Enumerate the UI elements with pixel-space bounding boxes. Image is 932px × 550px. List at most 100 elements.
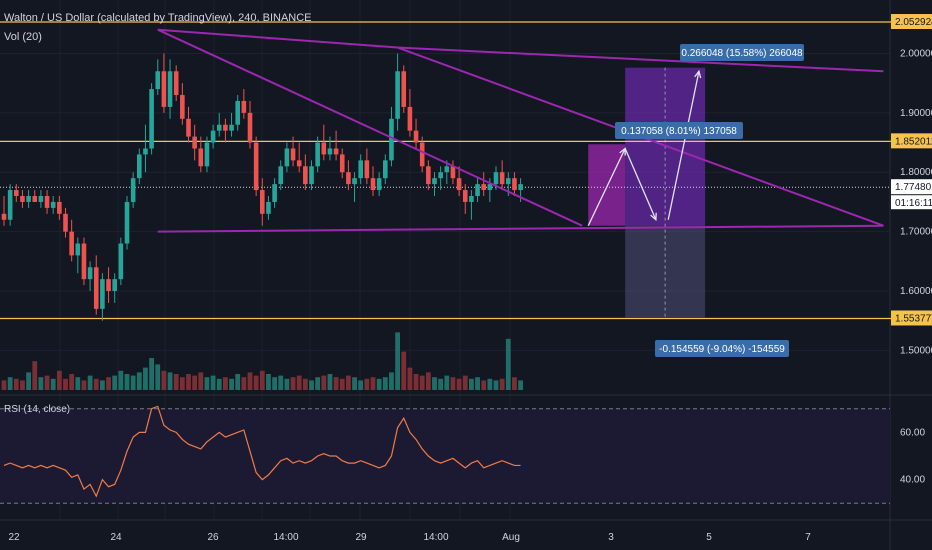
volume-bar [26, 372, 31, 390]
volume-bar [136, 372, 142, 390]
measure-label-stop: -0.154559 (-9.04%) -154559 [659, 344, 785, 355]
time-axis[interactable]: 22 24 26 14:00 29 14:00 Aug 3 5 7 [8, 532, 811, 543]
time-tick-label: 26 [207, 532, 219, 543]
candle-body [87, 267, 93, 280]
volume-bar [112, 375, 118, 390]
time-tick-label: 29 [355, 532, 367, 543]
volume-bar [462, 375, 468, 390]
measure-label-stop-bg [655, 340, 789, 357]
price-tick-label: 1.800000 [900, 167, 932, 178]
candle-body [229, 124, 234, 131]
candle-body [512, 178, 517, 191]
volume-bar [20, 380, 25, 390]
candle-body [469, 196, 474, 202]
volume-bar [155, 364, 161, 390]
last-price-badge [891, 179, 932, 195]
volume-bar [505, 338, 511, 390]
candle-body [216, 124, 222, 131]
volume-bar [382, 377, 388, 390]
volume-bar [192, 375, 198, 390]
volume-bar [44, 375, 50, 390]
price-axis[interactable]: 2.000000 1.900000 1.800000 1.700000 1.600000… [891, 14, 932, 486]
volume-bar [302, 378, 308, 390]
candle-body [149, 89, 154, 149]
volume-bar [407, 367, 413, 390]
candle-body [100, 279, 105, 309]
candle-body [352, 178, 357, 185]
forecast-arrows[interactable] [587, 69, 702, 226]
candle-body [81, 243, 87, 280]
volume-bar [179, 377, 185, 390]
price-tick-label: 1.500000 [900, 345, 932, 356]
candle-body [32, 196, 38, 202]
volume-bar [376, 378, 382, 390]
volume-bar [438, 378, 444, 390]
volume-bar [7, 377, 13, 390]
volume-bar [216, 378, 222, 390]
last-price-label: 1.774801 [895, 182, 932, 193]
candle-body [130, 178, 136, 202]
candle-body [124, 201, 130, 244]
time-tick-label: 24 [110, 532, 122, 543]
candle-body [112, 279, 117, 292]
candle-body [339, 154, 345, 173]
candle-body [346, 172, 351, 185]
candle-body [506, 178, 511, 185]
candle-body [413, 130, 419, 143]
candle-body [235, 100, 240, 125]
level-price-badge [891, 310, 932, 326]
trendline [157, 28, 398, 49]
candle-body [487, 184, 493, 191]
volume-bar [364, 378, 370, 390]
candle-body [143, 148, 148, 155]
measure-label-long: 0.266048 (15.58%) 266048 [681, 48, 803, 59]
price-tick-label: 1.900000 [900, 108, 932, 119]
volume-bar [475, 377, 480, 390]
volume-bar [247, 372, 253, 390]
volume-bar [186, 374, 191, 390]
volume-bar [419, 375, 425, 390]
candle-body [284, 148, 290, 167]
volume-bar [487, 378, 493, 390]
candle-body [75, 243, 81, 256]
volume-bar [389, 372, 394, 390]
volume-bar [235, 374, 241, 390]
volume-bar [315, 377, 321, 390]
candle-body [223, 124, 228, 131]
volume-bar [284, 378, 290, 390]
candle-body [14, 190, 19, 196]
forecast-arrow [624, 148, 657, 221]
candle-body [444, 166, 450, 173]
candle-body [370, 178, 376, 191]
volume-bar [124, 374, 130, 390]
candle-body [499, 172, 505, 185]
volume-bar [13, 378, 19, 390]
volume-bar [198, 372, 204, 390]
candle-body [426, 166, 431, 185]
candle-body [198, 148, 204, 167]
candle-body [290, 148, 296, 161]
volume-bar [223, 377, 228, 390]
volume-bar [241, 377, 247, 390]
volume-bar [56, 370, 62, 390]
countdown-badge [891, 195, 932, 210]
volume-bar [69, 374, 75, 390]
volume-bar [518, 380, 523, 390]
candle-body [475, 184, 480, 196]
level-price-label: 1.852011 [895, 136, 932, 147]
candle-body [93, 267, 99, 309]
candle-body [1, 213, 7, 220]
countdown-label: 01:16:11 [895, 198, 932, 209]
volume-bar [296, 375, 302, 390]
volume-bar [259, 370, 265, 390]
volume-bar [309, 380, 314, 390]
horizontal-levels[interactable] [0, 21, 932, 320]
volume-bar [450, 377, 456, 390]
volume-bar [100, 380, 105, 390]
position-boxes[interactable] [588, 67, 706, 318]
volume-bar [333, 377, 339, 390]
volume-bar [321, 375, 327, 390]
forecast-arrow-head [694, 69, 702, 79]
rsi-series [3, 405, 521, 498]
